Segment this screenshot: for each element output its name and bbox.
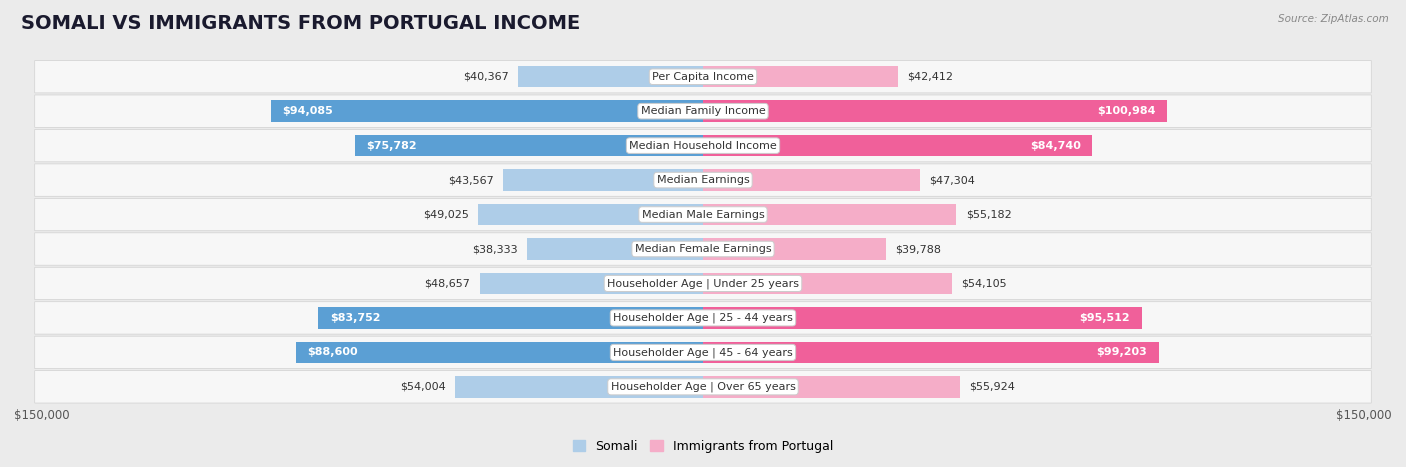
Text: $88,600: $88,600: [308, 347, 359, 357]
Legend: Somali, Immigrants from Portugal: Somali, Immigrants from Portugal: [568, 435, 838, 458]
Bar: [318, 307, 703, 329]
FancyBboxPatch shape: [35, 164, 1371, 196]
FancyBboxPatch shape: [35, 267, 1371, 300]
Text: $99,203: $99,203: [1097, 347, 1147, 357]
Text: $94,085: $94,085: [283, 106, 333, 116]
Text: Median Family Income: Median Family Income: [641, 106, 765, 116]
Text: $55,924: $55,924: [969, 382, 1015, 392]
Text: $54,105: $54,105: [960, 278, 1007, 289]
Bar: [703, 66, 898, 87]
Bar: [703, 100, 1167, 122]
Bar: [703, 376, 960, 397]
Text: $47,304: $47,304: [929, 175, 976, 185]
Bar: [703, 135, 1092, 156]
Text: $43,567: $43,567: [449, 175, 494, 185]
Text: $48,657: $48,657: [425, 278, 471, 289]
Bar: [703, 273, 952, 294]
Bar: [456, 376, 703, 397]
FancyBboxPatch shape: [35, 233, 1371, 265]
Text: Householder Age | Under 25 years: Householder Age | Under 25 years: [607, 278, 799, 289]
Bar: [271, 100, 703, 122]
Text: Source: ZipAtlas.com: Source: ZipAtlas.com: [1278, 14, 1389, 24]
Text: Per Capita Income: Per Capita Income: [652, 72, 754, 82]
Text: Median Female Earnings: Median Female Earnings: [634, 244, 772, 254]
Bar: [703, 307, 1142, 329]
Text: $55,182: $55,182: [966, 210, 1011, 219]
Text: $83,752: $83,752: [330, 313, 380, 323]
FancyBboxPatch shape: [35, 61, 1371, 93]
Bar: [517, 66, 703, 87]
Text: Householder Age | 45 - 64 years: Householder Age | 45 - 64 years: [613, 347, 793, 358]
Bar: [297, 342, 703, 363]
Bar: [703, 342, 1159, 363]
Text: $84,740: $84,740: [1029, 141, 1081, 151]
FancyBboxPatch shape: [35, 336, 1371, 368]
FancyBboxPatch shape: [35, 302, 1371, 334]
FancyBboxPatch shape: [35, 198, 1371, 231]
Text: $39,788: $39,788: [896, 244, 941, 254]
Text: $54,004: $54,004: [401, 382, 446, 392]
Text: $49,025: $49,025: [423, 210, 468, 219]
Text: $42,412: $42,412: [907, 72, 953, 82]
Text: $150,000: $150,000: [1336, 409, 1392, 422]
Text: $75,782: $75,782: [367, 141, 418, 151]
Bar: [503, 170, 703, 191]
Text: SOMALI VS IMMIGRANTS FROM PORTUGAL INCOME: SOMALI VS IMMIGRANTS FROM PORTUGAL INCOM…: [21, 14, 581, 33]
Bar: [703, 204, 956, 225]
Bar: [703, 238, 886, 260]
Text: $38,333: $38,333: [472, 244, 517, 254]
Text: $150,000: $150,000: [14, 409, 70, 422]
Bar: [479, 273, 703, 294]
Text: Median Male Earnings: Median Male Earnings: [641, 210, 765, 219]
Text: $100,984: $100,984: [1097, 106, 1156, 116]
Bar: [354, 135, 703, 156]
Text: Median Earnings: Median Earnings: [657, 175, 749, 185]
Text: Householder Age | 25 - 44 years: Householder Age | 25 - 44 years: [613, 313, 793, 323]
Text: $95,512: $95,512: [1080, 313, 1130, 323]
Bar: [703, 170, 921, 191]
Text: Median Household Income: Median Household Income: [628, 141, 778, 151]
Bar: [527, 238, 703, 260]
Text: $40,367: $40,367: [463, 72, 509, 82]
FancyBboxPatch shape: [35, 95, 1371, 127]
Bar: [478, 204, 703, 225]
Text: Householder Age | Over 65 years: Householder Age | Over 65 years: [610, 382, 796, 392]
FancyBboxPatch shape: [35, 129, 1371, 162]
FancyBboxPatch shape: [35, 371, 1371, 403]
